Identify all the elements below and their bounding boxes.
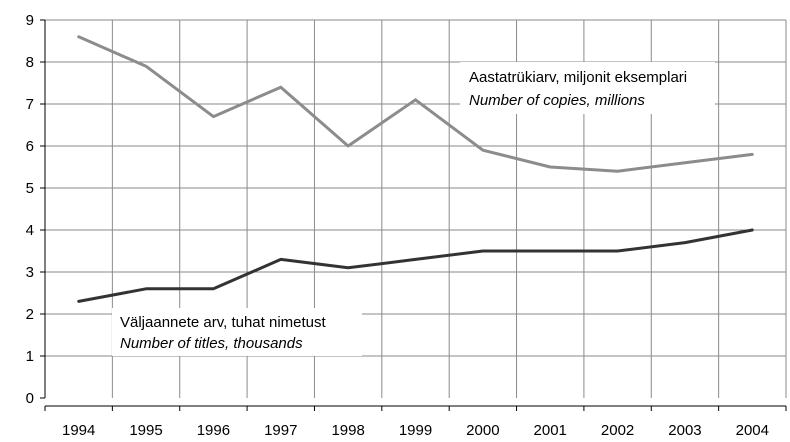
y-tick-label: 5 [26,180,34,197]
y-tick-label: 2 [26,306,34,323]
annotation-copies-line1: Aastatrükiarv, miljonit eksemplari [469,69,687,86]
x-tick-label: 1994 [62,422,95,439]
y-tick-label: 7 [26,96,34,113]
series-line-copies [77,35,754,173]
x-tick-label: 2003 [668,422,701,439]
x-tick-label: 2001 [534,422,567,439]
y-tick-label: 4 [26,222,34,239]
series-lines [77,35,754,303]
x-tick-labels: 1994 1995 1996 1997 1998 1999 2000 2001 2002 2003… [62,422,769,439]
x-tick-label: 2002 [601,422,634,439]
x-tick-label: 1997 [264,422,297,439]
grid [45,19,787,398]
annotation-copies-background [460,62,715,114]
annotation-copies-line2: Number of copies, millions [469,92,645,109]
y-tick-label: 1 [26,348,34,365]
annotation-titles-line2: Number of titles, thousands [120,335,303,352]
x-tick-label: 2004 [736,422,769,439]
series-line-titles [77,228,754,303]
annotation-titles-line1: Väljaannete arv, tuhat nimetust [120,314,327,331]
y-tick-label: 6 [26,138,34,155]
y-tick-labels: 0 1 2 3 4 5 6 7 8 9 [26,12,34,407]
y-tick-label: 0 [26,390,34,407]
x-tick-label: 1996 [197,422,230,439]
y-tick-label: 9 [26,12,34,29]
x-tick-label: 1998 [331,422,364,439]
x-tick-label: 1999 [399,422,432,439]
axes [40,19,787,411]
y-tick-label: 3 [26,264,34,281]
x-tick-label: 2000 [466,422,499,439]
annotation-titles-background [112,308,362,356]
annotation-titles: Väljaannete arv, tuhat nimetust Number o… [112,308,362,356]
x-tick-label: 1995 [129,422,162,439]
y-tick-label: 8 [26,54,34,71]
annotation-copies: Aastatrükiarv, miljonit eksemplari Numbe… [460,62,715,114]
